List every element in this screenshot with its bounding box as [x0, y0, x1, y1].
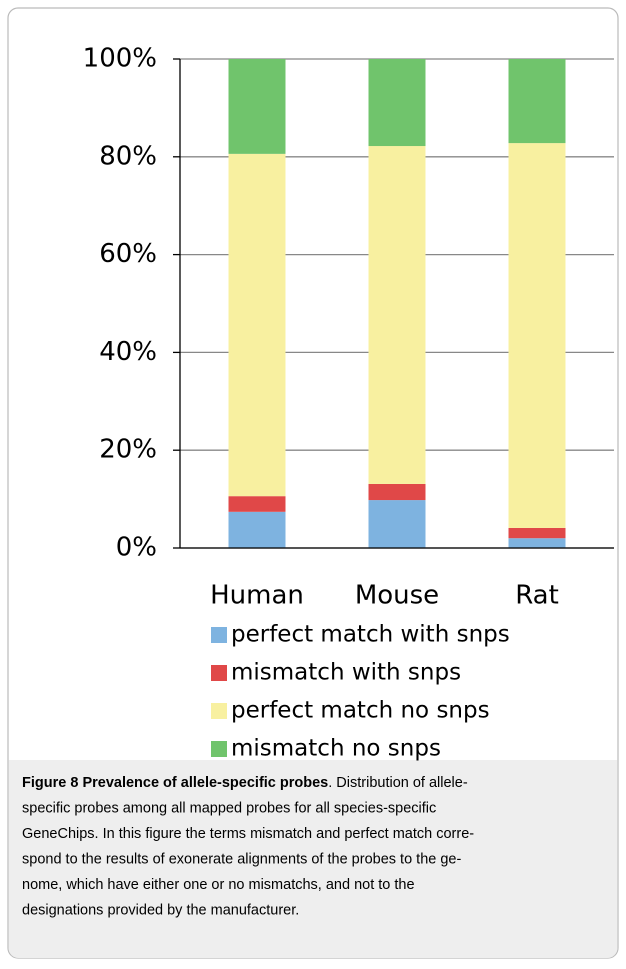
caption-line: nome, which have either one or no mismat…	[22, 877, 415, 893]
y-tick-label: 80%	[99, 141, 157, 171]
bar-segment	[508, 59, 566, 144]
y-tick-label: 100%	[83, 44, 157, 74]
bar-segment	[228, 496, 286, 512]
legend: perfect match with snps mismatch with snp…	[211, 622, 510, 762]
y-tick-label: 0%	[116, 533, 157, 563]
legend-swatch	[211, 665, 227, 681]
bar-segment	[368, 500, 426, 548]
caption-box	[8, 760, 618, 958]
caption-line: spond to the results of exonerate alignm…	[22, 851, 461, 867]
bar-segment	[228, 59, 286, 154]
caption-line: Figure 8 Prevalence of allele-specific p…	[22, 775, 468, 791]
y-tick-label: 60%	[99, 239, 157, 269]
y-tick-label: 20%	[99, 435, 157, 465]
chart: 0% 20% 40% 60% 80% 100% Human Mouse Rat	[83, 44, 614, 611]
x-tick-label: Mouse	[355, 581, 439, 611]
bar-segment	[368, 146, 426, 484]
legend-label: perfect match with snps	[231, 622, 510, 648]
caption-text: . Distribution of allele-	[328, 775, 468, 791]
bar-segment	[508, 538, 566, 548]
bar-segment	[508, 527, 566, 539]
y-tick-label: 40%	[99, 337, 157, 367]
legend-label: perfect match no snps	[231, 698, 490, 724]
x-tick-label: Rat	[515, 581, 559, 611]
bar-segment	[228, 153, 286, 497]
bar-segment	[508, 143, 566, 528]
bar-segment	[368, 59, 426, 147]
x-tick-label: Human	[210, 581, 304, 611]
caption-line: GeneChips. In this figure the terms mism…	[22, 826, 474, 842]
caption-line: specific probes among all mapped probes …	[22, 800, 436, 816]
caption-line: designations provided by the manufacture…	[22, 902, 299, 918]
legend-swatch	[211, 703, 227, 719]
caption-title: Prevalence of allele-specific probes	[82, 775, 328, 791]
bar-segment	[228, 511, 286, 548]
legend-label: mismatch with snps	[231, 660, 461, 686]
legend-label: mismatch no snps	[231, 736, 441, 762]
caption-label: Figure 8	[22, 775, 78, 791]
legend-swatch	[211, 741, 227, 757]
bar-segment	[368, 483, 426, 501]
caption: Figure 8 Prevalence of allele-specific p…	[22, 775, 474, 919]
legend-swatch	[211, 627, 227, 643]
